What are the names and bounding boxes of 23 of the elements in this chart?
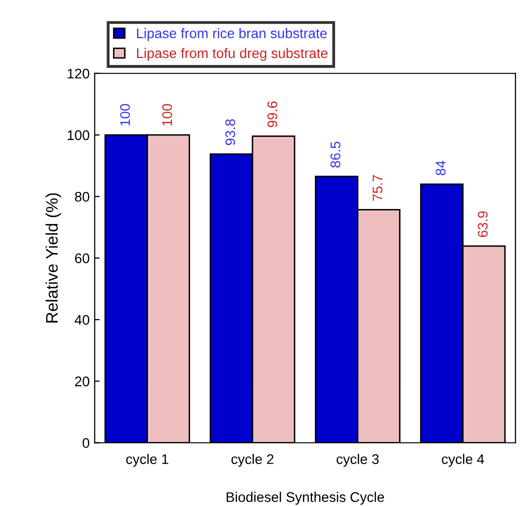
y-tick-label: 100 — [68, 130, 90, 140]
x-tick-label: cycle 2 — [231, 454, 274, 467]
x-tick-label: cycle 4 — [442, 454, 484, 467]
y-tick-label: 40 — [74, 314, 90, 325]
y-tick-label: 0 — [82, 438, 90, 448]
data-label: 75.7 — [372, 175, 382, 201]
y-axis-title: Relative Yield (%) — [46, 193, 62, 322]
data-label: 84 — [436, 160, 446, 176]
legend-label: Lipase from rice bran substrate — [137, 28, 327, 41]
data-label: 93.8 — [225, 119, 236, 146]
x-axis-title: Biodiesel Synthesis Cycle — [226, 492, 384, 505]
y-tick-label: 60 — [75, 253, 90, 264]
y-tick-label: 120 — [68, 68, 90, 79]
data-label: 86.5 — [330, 142, 340, 168]
y-tick-label: 80 — [74, 192, 90, 202]
data-label: 100 — [120, 104, 130, 126]
y-tick-label: 20 — [75, 376, 90, 386]
data-label: 63.9 — [478, 211, 488, 238]
data-label: 100 — [162, 104, 172, 126]
x-tick-label: cycle 3 — [336, 454, 379, 467]
data-label: 99.6 — [267, 101, 278, 128]
legend-label: Lipase from tofu dreg substrate — [137, 48, 328, 61]
x-tick-label: cycle 1 — [126, 454, 168, 467]
